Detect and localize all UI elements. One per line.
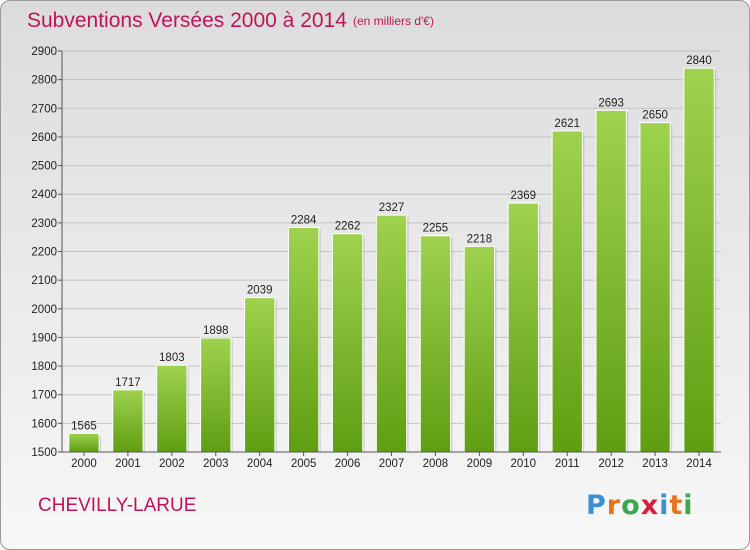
y-tick-label: 2300 — [31, 218, 57, 230]
value-label: 1898 — [203, 325, 229, 337]
bar — [551, 130, 583, 453]
y-tick-label: 2600 — [31, 132, 57, 144]
logo-letter: o — [621, 490, 641, 521]
y-tick-label: 2400 — [31, 189, 57, 201]
logo-letter: t — [669, 490, 684, 521]
bar — [507, 202, 539, 453]
x-tick-label: 2007 — [379, 458, 405, 470]
logo-letter: i — [683, 490, 694, 521]
x-tick-label: 2013 — [642, 458, 668, 470]
y-tick-label: 1800 — [31, 361, 57, 373]
logo-letter: x — [640, 490, 660, 521]
value-label: 2650 — [642, 110, 668, 122]
x-tick-label: 2011 — [555, 458, 580, 470]
logo-letter: i — [659, 490, 670, 521]
value-label: 2693 — [598, 97, 624, 109]
x-tick-label: 2004 — [247, 458, 273, 470]
bar — [244, 297, 276, 453]
x-tick-label: 2010 — [511, 458, 537, 470]
bar — [200, 337, 232, 453]
x-tick-label: 2000 — [71, 458, 97, 470]
y-tick-label: 2000 — [31, 304, 57, 316]
chart-title: Subventions Versées 2000 à 2014 — [27, 9, 347, 32]
y-tick-label: 2200 — [31, 247, 57, 259]
y-tick-label: 2700 — [31, 103, 57, 115]
bar — [112, 389, 144, 453]
value-label: 2621 — [554, 118, 580, 130]
x-tick-label: 2006 — [335, 458, 361, 470]
value-label: 2840 — [686, 55, 712, 67]
x-tick-label: 2003 — [203, 458, 229, 470]
x-tick-label: 2002 — [159, 458, 185, 470]
value-label: 2369 — [511, 190, 537, 202]
commune-name: CHEVILLY-LARUE — [38, 495, 197, 516]
logo-letter: r — [606, 490, 622, 521]
x-tick-label: 2001 — [115, 458, 141, 470]
y-tick-label: 2800 — [31, 75, 57, 87]
bar — [375, 214, 408, 453]
bar — [419, 235, 452, 453]
y-tick-label: 1700 — [31, 390, 57, 402]
value-label: 1803 — [159, 352, 185, 364]
bar — [463, 245, 496, 453]
logo-letter: P — [586, 490, 607, 521]
value-label: 2327 — [379, 202, 405, 214]
value-label: 2255 — [423, 223, 449, 235]
bar — [595, 109, 627, 453]
x-tick-label: 2005 — [291, 458, 317, 470]
value-label: 2262 — [335, 221, 361, 233]
x-tick-label: 2008 — [423, 458, 449, 470]
y-tick-label: 1500 — [31, 447, 57, 459]
proxiti-logo: Proxiti — [586, 490, 694, 521]
x-axis: 2000 2001 2002 2003 2004 2005 2006 2007 2008 2009… — [62, 451, 721, 470]
bar — [683, 67, 715, 453]
y-axis: 1500 1600 1700 1800 1900 2000 2100 2200 2300 2400… — [31, 46, 63, 459]
bar — [156, 364, 188, 453]
value-label: 2039 — [247, 285, 273, 297]
y-tick-label: 1900 — [31, 332, 57, 344]
bars: 1565 1717 1803 1898 2039 2284 2262 2327 2255 2218… — [68, 55, 717, 453]
x-tick-label: 2009 — [467, 458, 493, 470]
bar — [68, 432, 100, 453]
bar — [287, 226, 320, 453]
y-tick-label: 2900 — [31, 46, 57, 58]
value-label: 2284 — [291, 214, 317, 226]
bar — [331, 233, 364, 453]
x-tick-label: 2012 — [598, 458, 624, 470]
value-label: 2218 — [467, 233, 493, 245]
value-label: 1717 — [115, 377, 141, 389]
value-label: 1565 — [71, 420, 97, 432]
y-tick-label: 1600 — [31, 418, 57, 430]
x-tick-label: 2014 — [686, 458, 712, 470]
chart-subtitle: (en milliers d'€) — [353, 14, 434, 28]
bar — [639, 122, 671, 453]
y-tick-label: 2100 — [31, 275, 57, 287]
y-tick-label: 2500 — [31, 161, 57, 173]
